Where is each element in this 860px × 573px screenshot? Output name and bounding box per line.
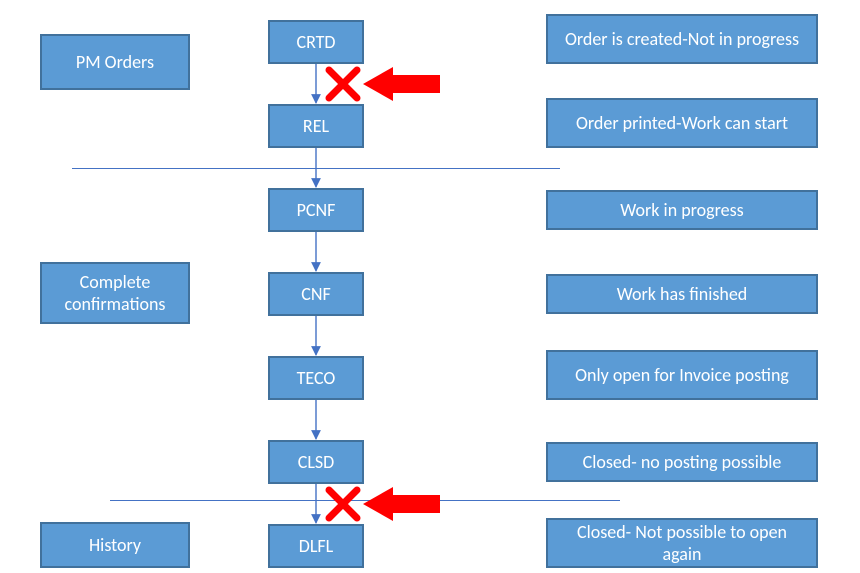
- status-pcnf: PCNF: [268, 188, 364, 232]
- block-arrow-crtd-rel: [363, 67, 440, 101]
- status-teco: TECO: [268, 356, 364, 400]
- status-dlfl: DLFL: [268, 524, 364, 568]
- side-pm-orders: PM Orders: [40, 34, 190, 90]
- block-arrow-clsd-dlfl: [363, 487, 440, 521]
- desc-clsd: Closed- no posting possible: [546, 442, 818, 482]
- desc-teco: Only open for Invoice posting: [546, 350, 818, 400]
- divider-0: [72, 168, 560, 169]
- desc-crtd: Order is created-Not in progress: [546, 14, 818, 64]
- status-crtd: CRTD: [268, 20, 364, 64]
- status-rel: REL: [268, 104, 364, 148]
- status-clsd: CLSD: [268, 440, 364, 484]
- desc-dlfl: Closed- Not possible to open again: [546, 518, 818, 568]
- desc-cnf: Work has finished: [546, 274, 818, 314]
- block-x-crtd-rel: [329, 70, 357, 98]
- divider-1: [110, 500, 620, 501]
- side-history: History: [40, 522, 190, 568]
- side-complete-conf: Complete confirmations: [40, 262, 190, 324]
- block-x-clsd-dlfl: [329, 490, 357, 518]
- desc-rel: Order printed-Work can start: [546, 98, 818, 148]
- status-cnf: CNF: [268, 272, 364, 316]
- desc-pcnf: Work in progress: [546, 190, 818, 230]
